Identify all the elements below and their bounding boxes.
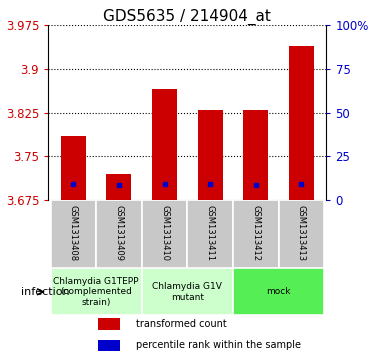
Bar: [243, 110, 268, 200]
Bar: [142, 200, 187, 269]
Text: Chlamydia G1V
mutant: Chlamydia G1V mutant: [152, 282, 222, 302]
Text: GSM1313412: GSM1313412: [251, 205, 260, 261]
Bar: [187, 200, 233, 269]
Bar: [50, 269, 142, 315]
Text: GSM1313410: GSM1313410: [160, 205, 169, 261]
Bar: [98, 318, 120, 330]
Bar: [152, 89, 177, 200]
Text: GSM1313409: GSM1313409: [114, 205, 124, 261]
Bar: [50, 200, 96, 269]
Title: GDS5635 / 214904_at: GDS5635 / 214904_at: [104, 9, 271, 25]
Text: GSM1313408: GSM1313408: [69, 205, 78, 261]
Bar: [233, 200, 279, 269]
Bar: [96, 200, 142, 269]
Text: transformed count: transformed count: [137, 319, 227, 329]
Bar: [142, 269, 233, 315]
Bar: [279, 200, 324, 269]
Bar: [106, 174, 131, 200]
Bar: [198, 110, 223, 200]
Bar: [289, 46, 314, 200]
Text: infection: infection: [21, 287, 69, 297]
Text: percentile rank within the sample: percentile rank within the sample: [137, 340, 301, 350]
Text: Chlamydia G1TEPP
(complemented
strain): Chlamydia G1TEPP (complemented strain): [53, 277, 139, 307]
Bar: [61, 136, 86, 200]
Bar: [98, 339, 120, 351]
Text: GSM1313413: GSM1313413: [297, 205, 306, 261]
Text: GSM1313411: GSM1313411: [206, 205, 215, 261]
Text: mock: mock: [266, 287, 291, 296]
Bar: [233, 269, 324, 315]
